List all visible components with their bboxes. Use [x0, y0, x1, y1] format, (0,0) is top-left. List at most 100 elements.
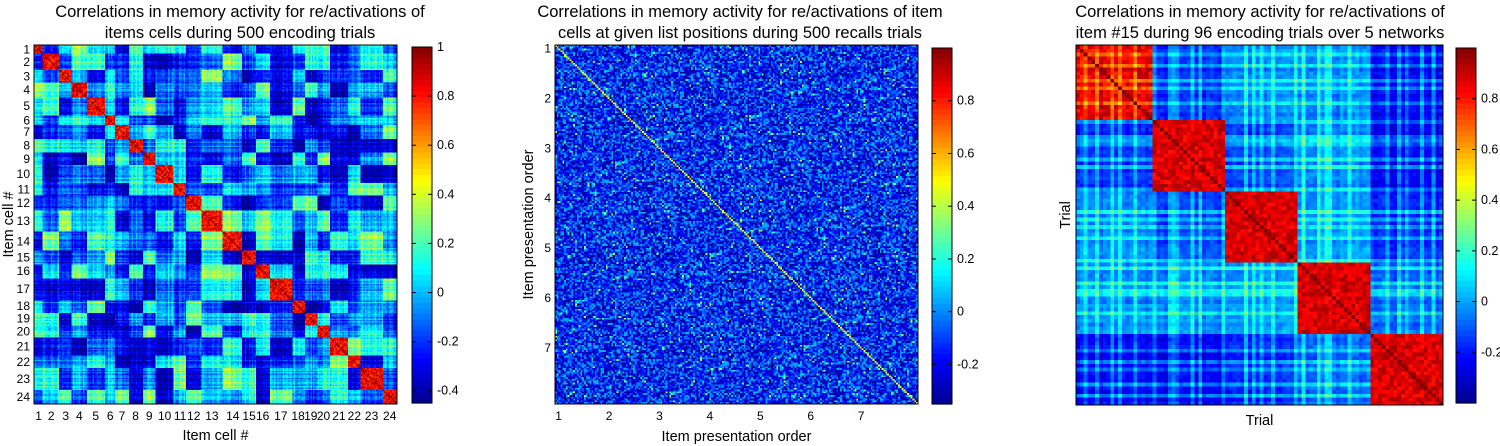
colorbar-1-cell	[412, 47, 432, 54]
colorbar-3-cell	[1456, 70, 1476, 77]
heatmap-1-x-tick: 9	[146, 409, 153, 423]
colorbar-3-cell	[1456, 103, 1476, 110]
colorbar-1-tick-label: 0.4	[437, 187, 454, 201]
heatmap-1-y-tick: 7	[23, 125, 30, 139]
colorbar-1-cell	[412, 252, 432, 259]
colorbar-3-cell	[1456, 325, 1476, 332]
colorbar-3-cell	[1456, 303, 1476, 310]
colorbar-2-cell	[932, 303, 952, 311]
colorbar-3-cell	[1456, 214, 1476, 221]
colorbar-2-cell	[932, 120, 952, 127]
heatmap-2-y-tick: 6	[544, 291, 551, 305]
colorbar-3-cell	[1456, 258, 1476, 265]
colorbar-3-cell	[1456, 48, 1476, 55]
colorbar-1-cell	[412, 291, 432, 298]
colorbar-2-cell	[932, 198, 952, 205]
colorbar-3-cell	[1456, 86, 1476, 93]
heatmap-1-y-tick: 4	[23, 83, 30, 97]
colorbar-3-cell	[1456, 186, 1476, 193]
colorbar-1-tick-label: -0.4	[437, 384, 459, 398]
colorbar-2-cell	[932, 376, 952, 383]
heatmap-2-y-tick: 1	[544, 42, 551, 56]
colorbar-2-cell	[932, 214, 952, 222]
heatmap-1-y-tick: 21	[17, 340, 31, 354]
colorbar-1-cell	[412, 369, 432, 376]
heatmap-1-y-tick: 8	[23, 139, 30, 153]
colorbar-2-cell	[932, 131, 952, 138]
chart-title-2-line-1: Correlations in memory activity for re/a…	[537, 3, 943, 21]
colorbar-3-cell	[1456, 236, 1476, 243]
colorbar-3-cell	[1456, 153, 1476, 160]
heatmap-2-matrix-frame	[554, 44, 919, 405]
colorbar-1-cell	[412, 302, 432, 310]
colorbar-1-cell	[412, 330, 432, 337]
colorbar-2-cell	[932, 226, 952, 233]
colorbar-1-cell	[412, 174, 432, 182]
heatmap-panel-3: Correlations in memory activity for re/a…	[1020, 0, 1500, 446]
colorbar-1-tick-label: 0	[437, 286, 444, 300]
colorbar-3-tick-label: 0.2	[1481, 244, 1498, 258]
heatmap-1-y-tick: 6	[23, 113, 30, 127]
colorbar-1-cell	[412, 258, 432, 265]
colorbar-2-cell	[932, 159, 952, 166]
colorbar-1-tick-label: -0.2	[437, 335, 459, 349]
colorbar-1-cell	[412, 241, 432, 248]
colorbar-3-cell	[1456, 136, 1476, 143]
colorbar-1-frame	[411, 46, 433, 404]
colorbar-1-cell	[412, 141, 432, 148]
colorbar-2-frame	[931, 47, 953, 405]
heatmap-panel-2: Correlations in memory activity for re/a…	[500, 0, 1000, 446]
colorbar-1-cell	[412, 341, 432, 348]
colorbar-3-tick-label: 0.6	[1481, 142, 1498, 156]
heatmap-1-y-tick: 5	[23, 99, 30, 113]
heatmap-1-y-tick: 12	[17, 196, 31, 210]
colorbar-3-cell	[1456, 297, 1476, 304]
colorbar-3-cell	[1456, 375, 1476, 382]
colorbar-2-tick-label: 0	[957, 305, 964, 319]
colorbar-3-cell	[1456, 386, 1476, 393]
colorbar-2-cell	[932, 86, 952, 94]
colorbar-1-cell	[412, 186, 432, 193]
colorbar-1-tick-label: 0.8	[437, 89, 454, 103]
chart-title-1: Correlations in memory activity for re/a…	[0, 2, 480, 44]
heatmap-2-x-tick: 2	[606, 409, 613, 423]
colorbar-2-cell	[932, 164, 952, 171]
colorbar-1-cell	[412, 213, 432, 221]
heatmap-3-svg: Trial Trial 0.8 0.6 0.4 0.2 0 -0.2	[1058, 44, 1500, 429]
heatmap-1-y-tick: 13	[17, 214, 31, 228]
colorbar-2-cell	[932, 253, 952, 260]
colorbar-1-cell	[412, 124, 432, 132]
colorbar-1-cell	[412, 52, 432, 59]
colorbar-2-cell	[932, 337, 952, 344]
colorbar-1-cell	[412, 352, 432, 360]
colorbar-3-cell	[1456, 158, 1476, 166]
colorbar-1-cell	[412, 113, 432, 120]
colorbar-1-cell	[412, 230, 432, 237]
colorbar-2-cell	[932, 64, 952, 71]
colorbar-1-cell	[412, 364, 432, 371]
colorbar-1-cell	[412, 197, 432, 204]
heatmap-1-matrix-frame	[33, 44, 398, 405]
colorbar-2-cell	[932, 137, 952, 144]
colorbar-1-cell	[412, 336, 432, 343]
chart-title-1-line-2: items cells during 500 encoding trials	[104, 24, 376, 42]
colorbar-3-tick-label: -0.2	[1481, 345, 1500, 359]
colorbar-3-cell	[1456, 292, 1476, 299]
heatmap-1-x-tick: 14	[226, 409, 240, 423]
heatmap-1-y-tick: 3	[23, 69, 30, 83]
colorbar-2-cell	[932, 315, 952, 322]
colorbar-1-cell	[412, 375, 432, 382]
colorbar-2-cell	[932, 392, 952, 400]
colorbar-3-cell	[1456, 131, 1476, 138]
colorbar-1-cell	[412, 80, 432, 87]
colorbar-3-tick-label: 0.4	[1481, 193, 1498, 207]
colorbar-3-cell	[1456, 197, 1476, 204]
chart-title-3-line-1: Correlations in memory activity for re/a…	[1075, 3, 1445, 21]
colorbar-1-cell	[412, 319, 432, 326]
colorbar-3-cell	[1456, 308, 1476, 315]
colorbar-1-cell	[412, 180, 432, 187]
heatmap-1-x-tick: 23	[365, 409, 379, 423]
colorbar-3-cell	[1456, 319, 1476, 326]
colorbar-1-cell	[412, 136, 432, 143]
colorbar-2-cell	[932, 125, 952, 133]
